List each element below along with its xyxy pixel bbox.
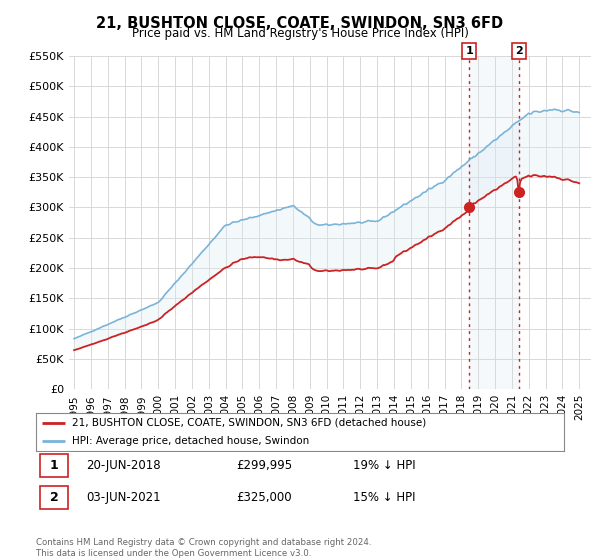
Text: 15% ↓ HPI: 15% ↓ HPI xyxy=(353,491,415,504)
Text: £299,995: £299,995 xyxy=(236,459,293,472)
Text: Price paid vs. HM Land Registry's House Price Index (HPI): Price paid vs. HM Land Registry's House … xyxy=(131,27,469,40)
Text: 1: 1 xyxy=(50,459,58,472)
Text: 2: 2 xyxy=(50,491,58,504)
Text: £325,000: £325,000 xyxy=(236,491,292,504)
FancyBboxPatch shape xyxy=(40,454,68,477)
Bar xyxy=(469,56,519,389)
Text: 1: 1 xyxy=(465,46,473,56)
Text: 21, BUSHTON CLOSE, COATE, SWINDON, SN3 6FD (detached house): 21, BUSHTON CLOSE, COATE, SWINDON, SN3 6… xyxy=(72,418,426,428)
FancyBboxPatch shape xyxy=(40,486,68,508)
Text: Contains HM Land Registry data © Crown copyright and database right 2024.
This d: Contains HM Land Registry data © Crown c… xyxy=(36,538,371,558)
Text: 2: 2 xyxy=(515,46,523,56)
Text: 19% ↓ HPI: 19% ↓ HPI xyxy=(353,459,415,472)
Text: 03-JUN-2021: 03-JUN-2021 xyxy=(86,491,161,504)
Text: 20-JUN-2018: 20-JUN-2018 xyxy=(86,459,161,472)
Text: HPI: Average price, detached house, Swindon: HPI: Average price, detached house, Swin… xyxy=(72,436,309,446)
Text: 21, BUSHTON CLOSE, COATE, SWINDON, SN3 6FD: 21, BUSHTON CLOSE, COATE, SWINDON, SN3 6… xyxy=(97,16,503,31)
